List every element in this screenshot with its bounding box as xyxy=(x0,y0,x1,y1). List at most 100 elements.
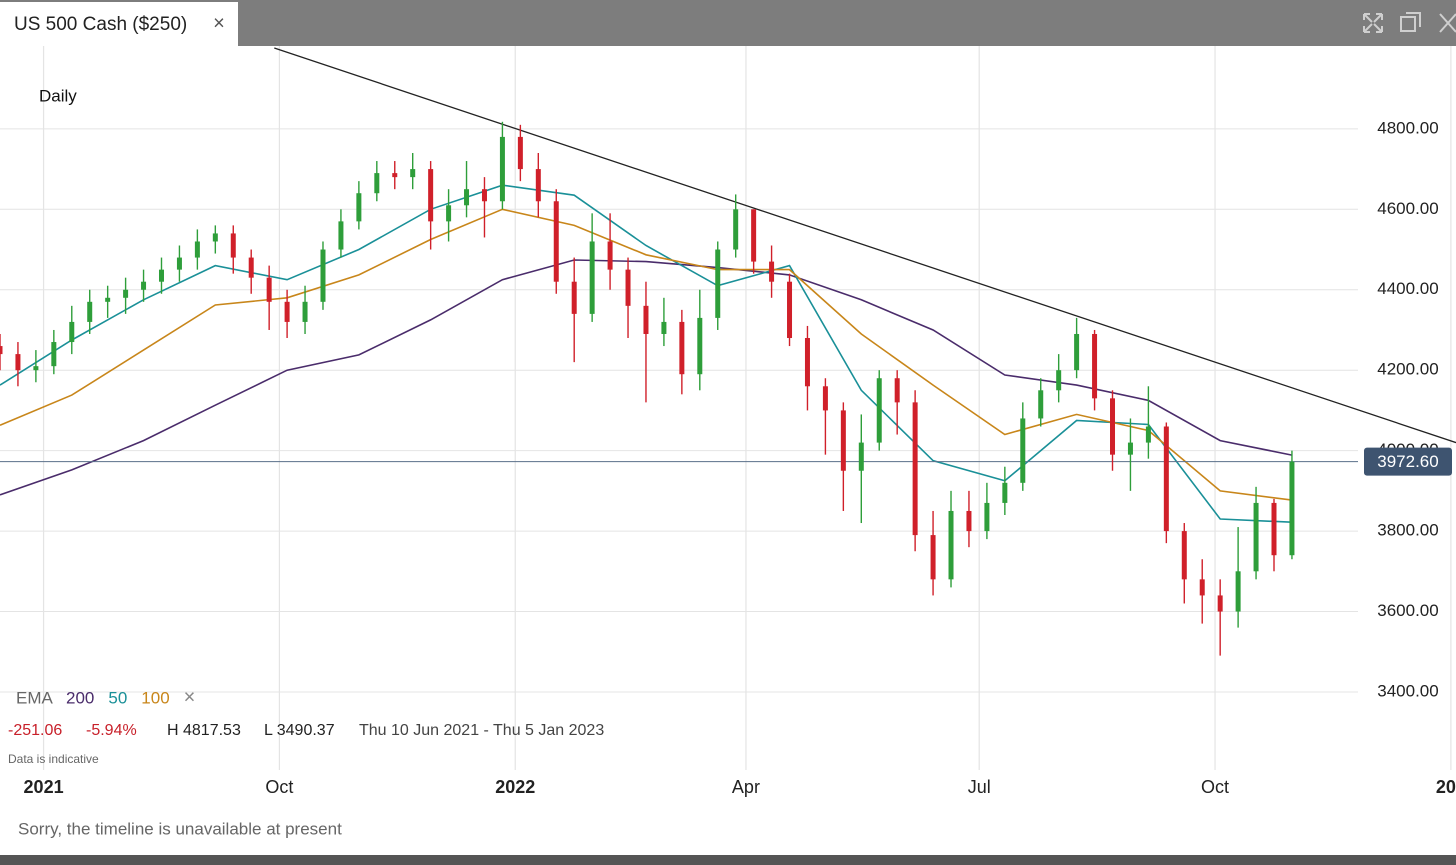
candle-body xyxy=(105,297,111,302)
candle-body xyxy=(625,269,631,306)
candle-body xyxy=(661,321,667,334)
candle-body xyxy=(499,136,505,202)
candle-body xyxy=(302,301,308,322)
last-price-box xyxy=(1364,447,1452,476)
x-tick-label: Apr xyxy=(732,777,760,797)
candle-body xyxy=(176,257,182,270)
low: L 3490.37 xyxy=(264,722,335,739)
candle-body xyxy=(194,241,200,258)
candle-body xyxy=(266,277,272,302)
window-icons xyxy=(1363,12,1456,33)
interval-label: Daily xyxy=(39,86,77,105)
candle-body xyxy=(553,201,559,282)
x-tick-label: 2022 xyxy=(495,777,535,797)
candle-body xyxy=(804,338,810,387)
x-tick-label: 2021 xyxy=(24,777,64,797)
high: H 4817.53 xyxy=(167,722,241,739)
candle-body xyxy=(428,169,434,222)
candle-body xyxy=(948,510,954,580)
candle-body xyxy=(912,402,918,536)
x-tick-label: Jul xyxy=(968,777,991,797)
candle-body xyxy=(1092,333,1098,399)
candle-body xyxy=(679,321,685,375)
y-tick-label: 3400.00 xyxy=(1377,681,1438,700)
candle-body xyxy=(392,173,398,178)
candle-body xyxy=(1271,502,1277,556)
note: Data is indicative xyxy=(8,752,99,766)
candle-body xyxy=(87,301,93,322)
candle-body xyxy=(15,354,21,371)
expand-icon[interactable] xyxy=(1363,13,1383,33)
candle-body xyxy=(1002,482,1008,503)
ema-line xyxy=(0,208,1293,501)
tab-title: US 500 Cash ($250) xyxy=(14,14,187,35)
candle-body xyxy=(248,257,254,278)
candle-body xyxy=(876,378,882,443)
candle-body xyxy=(284,301,290,322)
candle-body xyxy=(212,233,218,242)
candle-body xyxy=(33,366,39,371)
ema-line xyxy=(0,184,1292,523)
candle-body xyxy=(338,221,344,250)
candle-body xyxy=(607,241,613,270)
candle-body xyxy=(1110,398,1116,455)
candle-body xyxy=(1163,426,1169,532)
candle-body xyxy=(141,281,147,290)
y-tick-label: 4200.00 xyxy=(1377,360,1438,379)
candle-body xyxy=(446,205,452,222)
candle-body xyxy=(787,281,793,339)
candle-body xyxy=(643,305,649,334)
close-icon[interactable] xyxy=(1439,13,1456,33)
popout-icon[interactable] xyxy=(1400,16,1416,32)
candle-body xyxy=(51,342,57,367)
candle-body xyxy=(1199,579,1205,596)
legend-entry: 100 xyxy=(141,688,169,707)
y-tick-label: 3600.00 xyxy=(1377,601,1438,620)
candle-body xyxy=(822,386,828,411)
candle-body xyxy=(966,510,972,532)
candle-body xyxy=(320,249,326,302)
ema-line xyxy=(0,259,1293,496)
candle-body xyxy=(1253,502,1259,572)
candle-body xyxy=(1289,461,1295,556)
candle-body xyxy=(374,173,380,194)
x-tick-label: Oct xyxy=(1201,777,1229,797)
timeline-note: Sorry, the timeline is unavailable at pr… xyxy=(18,819,342,838)
candle-body xyxy=(1127,442,1133,455)
candle-body xyxy=(697,317,703,375)
legend-title: EMA xyxy=(16,688,54,707)
date-range: Thu 10 Jun 2021 - Thu 5 Jan 2023 xyxy=(359,722,604,739)
candle-body xyxy=(158,269,164,282)
candle-body xyxy=(517,136,523,170)
candle-body xyxy=(715,249,721,318)
change: -251.06 xyxy=(8,722,62,739)
candle-body xyxy=(769,261,775,282)
candle-body xyxy=(1217,595,1223,612)
candle-body xyxy=(1235,571,1241,612)
candle-body xyxy=(230,233,236,258)
legend-entry: 50 xyxy=(108,688,127,707)
candle-body xyxy=(840,410,846,471)
tab[interactable] xyxy=(0,2,238,46)
candle-body xyxy=(930,535,936,580)
candle-body xyxy=(589,241,595,314)
candle-body xyxy=(1074,333,1080,371)
candle-body xyxy=(1056,370,1062,391)
candle-body xyxy=(123,289,129,298)
change-percent: -5.94% xyxy=(86,722,137,739)
candle-body xyxy=(1181,531,1187,580)
legend-entry: 200 xyxy=(66,688,94,707)
x-tick-label: Oct xyxy=(265,777,293,797)
legend: EMA 200 50 100 × xyxy=(16,686,195,708)
candle-body xyxy=(894,378,900,403)
legend-close[interactable]: × xyxy=(184,686,196,708)
candle-body xyxy=(571,281,577,314)
candle-body xyxy=(535,169,541,202)
candle-body xyxy=(356,193,362,222)
candle-body xyxy=(1145,426,1151,443)
tab-bar xyxy=(0,0,1456,46)
candle-body xyxy=(1020,418,1026,483)
trendline xyxy=(274,47,1456,444)
tab-close[interactable]: × xyxy=(213,12,225,34)
